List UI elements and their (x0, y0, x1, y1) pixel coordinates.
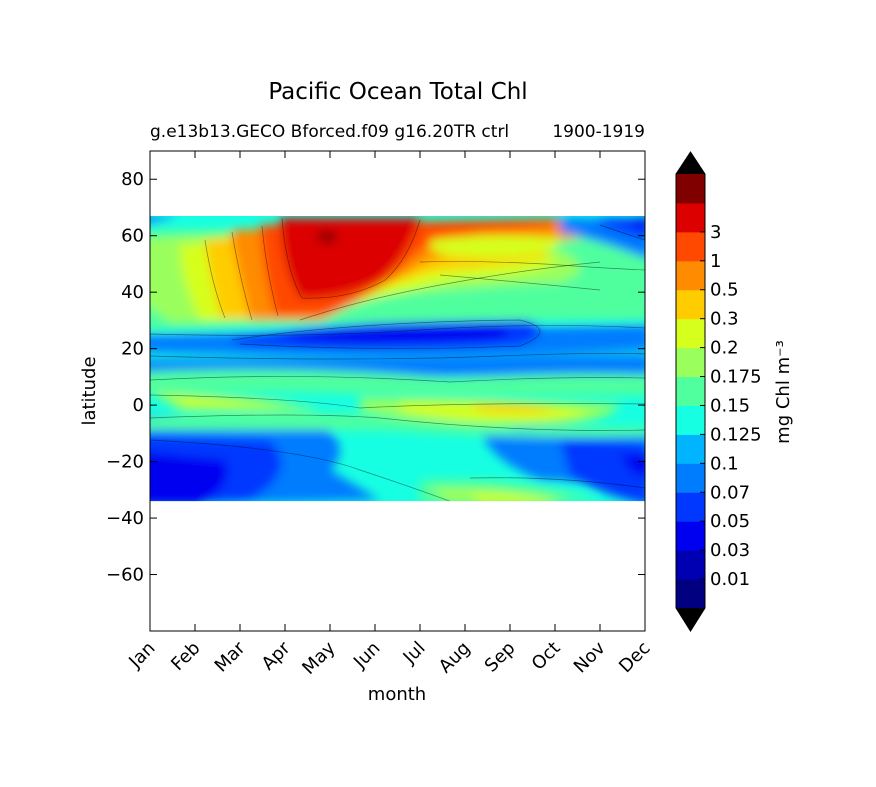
colorbar-tick-label: 0.1 (710, 453, 739, 474)
colorbar-segment (676, 260, 705, 291)
colorbar-tick-label: 0.07 (710, 482, 750, 503)
contour-line (150, 414, 645, 431)
contour-lines (150, 217, 645, 502)
colorbar-segment (676, 318, 705, 349)
contour-line (299, 261, 601, 321)
contour-line (204, 239, 226, 319)
chart-subtitle-right: 1900-1919 (552, 122, 645, 142)
contour-region (318, 232, 336, 242)
colorbar-segment (676, 231, 705, 262)
x-tick-label: Jan (124, 638, 159, 673)
y-tick-label: 80 (121, 169, 144, 190)
contour-line (231, 319, 541, 349)
contour-line-group (150, 217, 645, 502)
contour-region (150, 412, 645, 438)
x-axis-label: month (368, 684, 426, 705)
colorbar-segment (676, 202, 705, 233)
contour-region (470, 404, 560, 413)
x-tick-label: Dec (615, 638, 654, 677)
colorbar-segment (676, 289, 705, 320)
y-tick-label: 20 (121, 339, 144, 360)
contour-line (261, 225, 279, 317)
colorbar-extend-max (676, 152, 705, 174)
contour-line (439, 274, 601, 291)
chart-subtitle-left: g.e13b13.GECO Bforced.f09 g16.20TR ctrl (150, 122, 509, 142)
colorbar-tick-label: 0.5 (710, 280, 739, 301)
x-tick-label: Jul (399, 638, 430, 669)
contour-line (150, 439, 451, 502)
contour-region (620, 455, 645, 478)
x-tick-label: May (298, 637, 339, 678)
y-tick-label: 0 (133, 395, 144, 416)
x-tick-label: Nov (570, 637, 610, 677)
colorbar-segment (676, 550, 705, 580)
contour-blobs (150, 218, 645, 502)
contour-line (150, 325, 645, 336)
contour-line (150, 352, 645, 360)
x-tick-label: Mar (211, 637, 250, 676)
colorbar-segment (676, 347, 705, 378)
colorbar-extend-min (676, 608, 705, 631)
colorbar-segment (676, 376, 705, 406)
contour-line (150, 394, 645, 409)
contour-line (281, 217, 421, 299)
colorbar-tick-label: 0.15 (710, 395, 750, 416)
colorbar-segment (676, 434, 705, 464)
y-tick-label: 40 (121, 282, 144, 303)
contour-line (231, 231, 253, 321)
colorbar-segment (676, 405, 705, 435)
colorbar-segment (676, 521, 705, 551)
contour-region (280, 325, 508, 344)
contour-region (430, 235, 560, 258)
colorbar-tick-label: 1 (710, 251, 721, 272)
contour-line (419, 261, 645, 271)
colorbar-tick-label: 0.05 (710, 511, 750, 532)
colorbar-tick-label: 0.03 (710, 540, 750, 561)
plot-area (149, 150, 646, 632)
colorbar-segment (676, 492, 705, 522)
y-tick-label: −60 (106, 565, 144, 586)
colorbar-tick-label: 0.175 (710, 367, 762, 388)
contour-field (150, 215, 645, 502)
contour-line (150, 376, 645, 383)
x-tick-label: Sep (481, 638, 520, 677)
colorbar-segment (676, 463, 705, 493)
x-tick-label: Jun (349, 638, 384, 673)
contour-band (150, 215, 645, 502)
y-tick-label: 60 (121, 226, 144, 247)
contour-region (630, 218, 645, 229)
contour-region (150, 218, 180, 224)
colorbar-tick-label: 3 (710, 222, 721, 243)
y-tick-label: −40 (106, 508, 144, 529)
x-tick-label: Oct (528, 638, 565, 675)
x-tick-label: Apr (258, 637, 295, 674)
y-axis-label: latitude (79, 356, 100, 425)
contour-region (170, 398, 290, 407)
contour-line (599, 224, 645, 241)
colorbar: 0.01 0.03 0.05 0.07 0.1 0.125 0.15 0.175 0.2 0.3 0… (675, 151, 762, 632)
colorbar-tick-label: 0.01 (710, 569, 750, 590)
chart-title: Pacific Ocean Total Chl (268, 79, 527, 105)
plot-frame (149, 150, 646, 632)
x-tick-label: Feb (167, 638, 204, 675)
colorbar-tick-label: 0.125 (710, 424, 762, 445)
contour-region (150, 452, 228, 502)
colorbar-label: mg Chl m⁻³ (773, 340, 794, 444)
y-axis: 80 60 40 20 0 −20 −40 −60 (106, 169, 645, 586)
contour-region (280, 218, 420, 299)
contour-line (469, 477, 645, 489)
colorbar-tick-label: 0.3 (710, 309, 739, 330)
colorbar-segment (676, 174, 705, 204)
colorbar-segment (676, 579, 705, 609)
contour-region (470, 494, 547, 502)
contour-region (430, 487, 570, 502)
contour-region (150, 369, 645, 396)
colorbar-tick-label: 0.2 (710, 338, 739, 359)
x-tick-label: Aug (435, 638, 475, 678)
colorbar-outline (675, 151, 706, 632)
y-tick-label: −20 (106, 452, 144, 473)
